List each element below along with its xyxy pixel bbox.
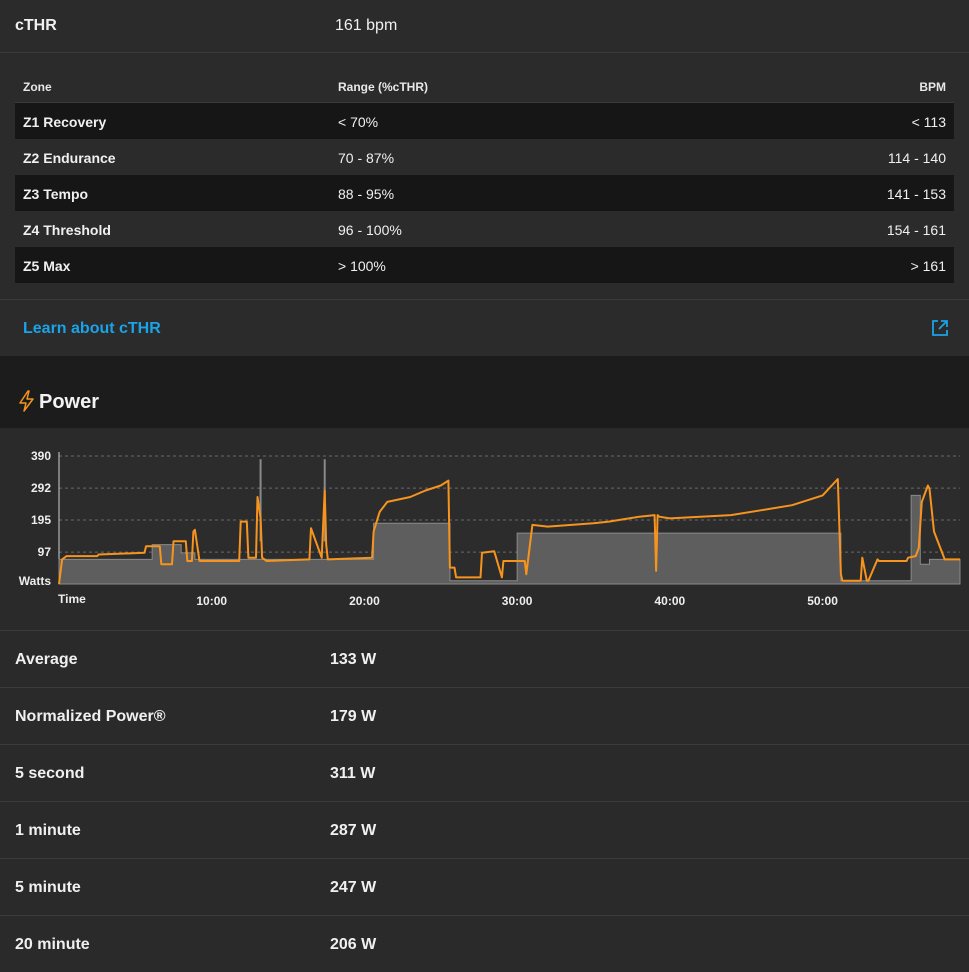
zone-bpm: 141 - 153: [886, 186, 946, 202]
y-axis-label: Watts: [19, 574, 52, 588]
zone-range: < 70%: [338, 114, 379, 130]
zone-table: Zone Range (%cTHR) BPM Z1 Recovery < 70%…: [15, 68, 954, 283]
stat-row: 5 minute 247 W: [0, 858, 969, 915]
stat-label: Normalized Power®: [15, 708, 166, 725]
zone-row: Z1 Recovery < 70% < 113: [15, 103, 954, 139]
stat-label: 1 minute: [15, 822, 81, 839]
zone-row: Z4 Threshold 96 - 100% 154 - 161: [15, 211, 954, 247]
stat-value: 179 W: [330, 708, 377, 725]
stat-row: 1 minute 287 W: [0, 801, 969, 858]
zone-range: 88 - 95%: [338, 186, 395, 202]
zone-name: Z4 Threshold: [23, 222, 111, 238]
x-tick-label: 20:00: [349, 594, 380, 608]
power-title: Power: [39, 391, 100, 413]
learn-about-cthr-link[interactable]: Learn about cTHR: [23, 320, 161, 337]
stat-value: 206 W: [330, 936, 377, 953]
zone-range: > 100%: [338, 258, 386, 274]
power-line: [58, 478, 960, 585]
stat-label: 5 second: [15, 765, 85, 782]
y-tick-label: 195: [31, 513, 51, 527]
cthr-value: 161 bpm: [335, 17, 398, 34]
stat-value: 247 W: [330, 879, 377, 896]
zone-header: Zone: [23, 80, 52, 94]
zone-bpm: 154 - 161: [886, 222, 946, 238]
external-link-icon[interactable]: [930, 318, 950, 338]
cthr-card: cTHR 161 bpm Zone Range (%cTHR) BPM Z1 R…: [0, 0, 969, 356]
range-header: Range (%cTHR): [338, 80, 429, 94]
zone-bpm: < 113: [911, 114, 946, 130]
stat-label: 5 minute: [15, 879, 81, 896]
zone-bpm: > 161: [910, 258, 946, 274]
zone-row: Z3 Tempo 88 - 95% 141 - 153: [15, 175, 954, 211]
stat-row: Average 133 W: [0, 630, 969, 687]
cthr-row: cTHR 161 bpm: [0, 0, 969, 53]
zone-row: Z5 Max > 100% > 161: [15, 247, 954, 283]
stat-value: 133 W: [330, 651, 377, 668]
x-tick-label: 40:00: [654, 594, 685, 608]
cthr-label: cTHR: [15, 17, 57, 34]
zone-name: Z3 Tempo: [23, 186, 89, 202]
y-tick-label: 292: [31, 481, 51, 495]
stat-value: 311 W: [330, 765, 376, 782]
zone-name: Z5 Max: [23, 258, 71, 274]
bpm-header: BPM: [919, 80, 946, 94]
x-axis-label: Time: [58, 592, 86, 606]
stat-label: 20 minute: [15, 936, 90, 953]
stat-row: Normalized Power® 179 W: [0, 687, 969, 744]
zone-name: Z2 Endurance: [23, 150, 116, 166]
zone-row: Z2 Endurance 70 - 87% 114 - 140: [15, 139, 954, 175]
power-section-header: [0, 356, 969, 428]
zone-bpm: 114 - 140: [887, 150, 946, 166]
zone-range: 70 - 87%: [338, 150, 395, 166]
power-stats-list: Average 133 W Normalized Power® 179 W 5 …: [0, 630, 969, 972]
stat-value: 287 W: [330, 822, 377, 839]
stat-row: 5 second 311 W: [0, 744, 969, 801]
stat-label: Average: [15, 651, 78, 668]
zone-average-area: [58, 494, 961, 585]
y-tick-label: 390: [31, 449, 51, 463]
power-chart[interactable]: 97 195 292 390 Watts Time 10:00 20:00 30:00 40:00…: [0, 428, 969, 630]
x-tick-label: 10:00: [196, 594, 227, 608]
y-tick-label: 97: [38, 545, 52, 559]
zone-name: Z1 Recovery: [23, 114, 107, 130]
stat-row: 20 minute 206 W: [0, 915, 969, 972]
zone-range: 96 - 100%: [338, 222, 402, 238]
x-tick-label: 30:00: [502, 594, 533, 608]
lightning-bolt-icon: [19, 390, 34, 412]
divider: [0, 299, 969, 300]
x-tick-label: 50:00: [807, 594, 838, 608]
zone-table-header: Zone Range (%cTHR) BPM: [15, 68, 954, 103]
